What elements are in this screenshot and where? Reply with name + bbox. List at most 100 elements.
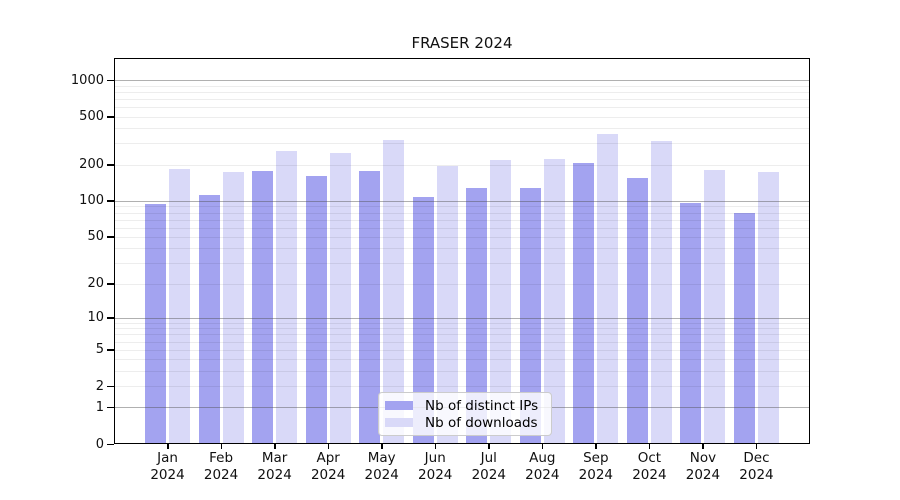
gridline-minor-700 bbox=[114, 98, 810, 100]
bar-downloads-aug bbox=[543, 159, 565, 444]
x-tick-label-dec: Dec 2024 bbox=[739, 450, 774, 483]
y-tick-0 bbox=[107, 443, 114, 445]
x-tick-aug bbox=[541, 444, 544, 449]
y-tick-5 bbox=[107, 349, 114, 351]
bar-downloads-feb bbox=[222, 172, 244, 444]
bar-downloads-nov bbox=[704, 169, 726, 444]
gridline-minor-4 bbox=[114, 359, 810, 361]
x-tick-label-jul: Jul 2024 bbox=[471, 450, 506, 483]
gridline-minor-2 bbox=[114, 386, 810, 388]
bar-downloads-may bbox=[383, 140, 405, 444]
bar-distinct-ips-jan bbox=[145, 204, 167, 444]
y-tick-10 bbox=[107, 317, 114, 319]
legend-swatch-downloads bbox=[385, 418, 413, 427]
legend: Nb of distinct IPs Nb of downloads bbox=[378, 392, 552, 436]
bar-distinct-ips-apr bbox=[305, 176, 327, 444]
gridline-minor-600 bbox=[114, 107, 810, 109]
gridline-minor-200 bbox=[114, 164, 810, 166]
gridline-minor-300 bbox=[114, 143, 810, 145]
bar-distinct-ips-mar bbox=[252, 171, 274, 444]
bar-downloads-jul bbox=[490, 159, 512, 444]
bar-downloads-sep bbox=[597, 133, 619, 444]
gridline-minor-6 bbox=[114, 341, 810, 343]
x-tick-dec bbox=[755, 444, 758, 449]
x-tick-label-feb: Feb 2024 bbox=[203, 450, 239, 483]
legend-label-downloads: Nb of downloads bbox=[425, 414, 538, 431]
y-tick-500 bbox=[107, 116, 114, 118]
bar-distinct-ips-sep bbox=[573, 163, 595, 444]
legend-item-distinct-ips: Nb of distinct IPs bbox=[385, 397, 543, 414]
y-tick-1 bbox=[107, 406, 114, 409]
gridline-major-10 bbox=[114, 317, 810, 319]
gridline-major-1000 bbox=[114, 80, 810, 82]
x-tick-label-oct: Oct 2024 bbox=[632, 450, 667, 483]
legend-label-distinct-ips: Nb of distinct IPs bbox=[425, 397, 539, 414]
gridline-minor-50 bbox=[114, 236, 810, 238]
x-tick-label-mar: Mar 2024 bbox=[257, 450, 292, 483]
gridline-major-100 bbox=[114, 200, 810, 202]
x-tick-label-aug: Aug 2024 bbox=[525, 450, 560, 483]
bar-distinct-ips-feb bbox=[198, 194, 220, 444]
chart-title: FRASER 2024 bbox=[411, 34, 513, 52]
x-tick-mar bbox=[274, 444, 276, 449]
y-tick-label-0: 0 bbox=[95, 436, 104, 452]
x-tick-apr bbox=[327, 444, 330, 449]
bar-downloads-jun bbox=[436, 166, 458, 444]
x-tick-may bbox=[381, 444, 383, 449]
gridline-minor-8 bbox=[114, 328, 810, 330]
gridline-minor-30 bbox=[114, 263, 810, 265]
y-tick-label-50: 50 bbox=[87, 229, 104, 245]
bar-distinct-ips-dec bbox=[733, 213, 755, 444]
x-tick-label-apr: Apr 2024 bbox=[310, 450, 346, 483]
bar-downloads-mar bbox=[276, 150, 298, 444]
gridline-minor-5 bbox=[114, 349, 810, 351]
y-tick-label-200: 200 bbox=[79, 157, 104, 173]
y-tick-2 bbox=[107, 385, 114, 388]
bar-distinct-ips-oct bbox=[626, 178, 648, 444]
y-tick-label-5: 5 bbox=[95, 342, 104, 358]
gridline-minor-400 bbox=[114, 128, 810, 130]
bar-downloads-dec bbox=[757, 171, 779, 444]
x-tick-jul bbox=[488, 444, 490, 449]
gridline-minor-60 bbox=[114, 227, 810, 229]
gridline-minor-20 bbox=[114, 283, 810, 285]
y-tick-1000 bbox=[107, 79, 114, 82]
gridline-minor-70 bbox=[114, 219, 810, 221]
x-tick-nov bbox=[702, 444, 704, 449]
bar-distinct-ips-jun bbox=[412, 197, 434, 444]
bar-downloads-jan bbox=[169, 168, 191, 444]
bar-distinct-ips-nov bbox=[680, 202, 702, 444]
x-tick-label-nov: Nov 2024 bbox=[685, 450, 721, 483]
gridline-minor-40 bbox=[114, 248, 810, 250]
y-tick-20 bbox=[107, 283, 114, 285]
x-tick-label-may: May 2024 bbox=[364, 450, 399, 483]
x-tick-label-jan: Jan 2024 bbox=[150, 450, 185, 483]
x-tick-feb bbox=[220, 444, 223, 449]
bar-distinct-ips-aug bbox=[519, 188, 541, 444]
gridline-minor-9 bbox=[114, 322, 810, 324]
x-tick-jan bbox=[167, 444, 169, 449]
bar-distinct-ips-jul bbox=[466, 188, 488, 444]
y-tick-100 bbox=[107, 200, 114, 202]
gridline-minor-3 bbox=[114, 370, 810, 372]
gridline-minor-800 bbox=[114, 91, 810, 93]
x-tick-oct bbox=[648, 444, 651, 449]
y-tick-200 bbox=[107, 164, 114, 166]
y-tick-label-1: 1 bbox=[95, 399, 104, 415]
x-tick-label-sep: Sep 2024 bbox=[578, 450, 614, 483]
bar-distinct-ips-may bbox=[359, 171, 381, 444]
x-tick-jun bbox=[434, 444, 437, 449]
bar-downloads-apr bbox=[329, 152, 351, 444]
gridline-minor-900 bbox=[114, 85, 810, 87]
legend-swatch-distinct-ips bbox=[385, 401, 413, 410]
y-tick-50 bbox=[107, 236, 114, 238]
y-tick-label-100: 100 bbox=[79, 193, 104, 209]
y-tick-label-500: 500 bbox=[79, 109, 104, 125]
legend-item-downloads: Nb of downloads bbox=[385, 414, 543, 431]
gridline-minor-7 bbox=[114, 334, 810, 336]
y-tick-label-1000: 1000 bbox=[70, 72, 104, 88]
gridline-minor-90 bbox=[114, 206, 810, 208]
y-tick-label-10: 10 bbox=[87, 310, 104, 326]
bar-downloads-oct bbox=[650, 141, 672, 444]
